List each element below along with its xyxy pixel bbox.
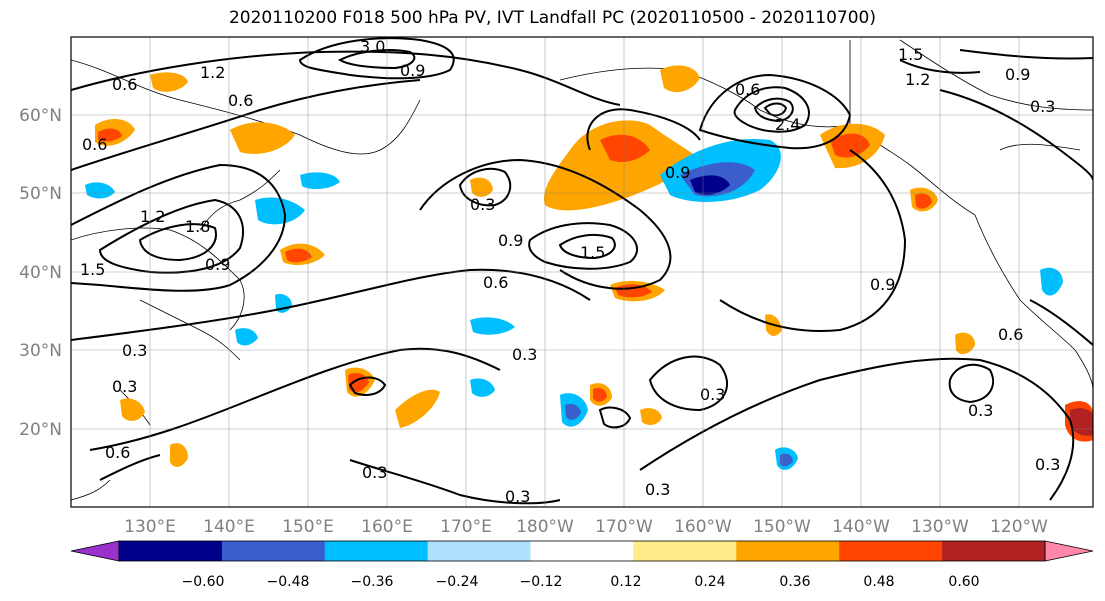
gridlines bbox=[71, 37, 1093, 507]
contour-label: 0.3 bbox=[1035, 455, 1060, 474]
map-title: 2020110200 F018 500 hPa PV, IVT Landfall… bbox=[228, 8, 876, 28]
contour-label: 0.3 bbox=[968, 401, 993, 420]
lat-label: 60°N bbox=[19, 106, 62, 126]
contour-label: 0.3 bbox=[122, 341, 147, 360]
contour-label: 1.8 bbox=[185, 217, 210, 236]
contour-label: 1.2 bbox=[140, 207, 165, 226]
colorbar-segment bbox=[839, 541, 943, 561]
colorbar-segment bbox=[530, 541, 634, 561]
lon-label: 130°W bbox=[911, 517, 969, 537]
lon-label: 140°W bbox=[832, 517, 890, 537]
colorbar-segment bbox=[221, 541, 326, 561]
contour-label: 0.9 bbox=[400, 61, 425, 80]
colorbar-tick-label: 0.60 bbox=[948, 574, 979, 590]
contour-label: 0.6 bbox=[112, 75, 137, 94]
lat-label: 40°N bbox=[19, 263, 62, 283]
contour-label: 1.5 bbox=[580, 243, 605, 262]
lon-label: 170°E bbox=[440, 517, 492, 537]
contour-label: 0.9 bbox=[1005, 65, 1030, 84]
colorbar-tick-label: −0.60 bbox=[182, 574, 225, 590]
contour-label: 0.6 bbox=[105, 443, 130, 462]
colorbar-segment bbox=[324, 541, 429, 561]
colorbar-tick-labels: −0.60 −0.48 −0.36 −0.24 −0.12 0.12 0.24 … bbox=[182, 574, 980, 590]
contour-label: 0.3 bbox=[470, 195, 495, 214]
colorbar-tick-label: 0.24 bbox=[694, 574, 725, 590]
contour-label: 0.9 bbox=[870, 275, 895, 294]
contour-label: 0.6 bbox=[998, 325, 1023, 344]
lon-label: 180°W bbox=[516, 517, 574, 537]
colorbar-tick-label: 0.48 bbox=[863, 574, 894, 590]
map-frame bbox=[70, 36, 1094, 508]
pv-anomaly-fill bbox=[85, 65, 1093, 470]
pv-contours bbox=[71, 37, 1093, 505]
colorbar bbox=[70, 540, 1094, 562]
contour-label: 2.4 bbox=[775, 115, 800, 134]
latitude-labels: 60°N 50°N 40°N 30°N 20°N bbox=[19, 106, 62, 440]
lat-label: 20°N bbox=[19, 420, 62, 440]
contour-label: 1.5 bbox=[80, 260, 105, 279]
colorbar-tick-label: −0.48 bbox=[267, 574, 310, 590]
colorbar-segment bbox=[736, 541, 840, 561]
contour-label: 0.6 bbox=[735, 80, 760, 99]
contour-label: 0.3 bbox=[1030, 97, 1055, 116]
colorbar-tick-label: −0.12 bbox=[520, 574, 563, 590]
colorbar-tick-label: −0.36 bbox=[351, 574, 394, 590]
lon-label: 160°W bbox=[674, 517, 732, 537]
colorbar-tick-label: 0.36 bbox=[779, 574, 810, 590]
lon-label: 160°E bbox=[361, 517, 413, 537]
lon-label: 170°W bbox=[595, 517, 653, 537]
lon-label: 120°W bbox=[990, 517, 1048, 537]
lat-label: 30°N bbox=[19, 341, 62, 361]
contour-label: 0.3 bbox=[700, 385, 725, 404]
map-panel: 0.6 0.6 1.2 3.0 0.9 0.6 1.8 1.2 1.5 0.9 … bbox=[71, 37, 1093, 507]
contour-label: 0.6 bbox=[228, 91, 253, 110]
contour-label: 1.5 bbox=[898, 45, 923, 64]
contour-label: 0.3 bbox=[512, 345, 537, 364]
contour-label: 0.3 bbox=[362, 463, 387, 482]
colorbar-segment bbox=[633, 541, 737, 561]
colorbar-segment bbox=[119, 541, 223, 561]
lon-label: 140°E bbox=[203, 517, 255, 537]
contour-labels: 0.6 0.6 1.2 3.0 0.9 0.6 1.8 1.2 1.5 0.9 … bbox=[80, 37, 1060, 506]
lat-label: 50°N bbox=[19, 184, 62, 204]
colorbar-tick-label: −0.24 bbox=[436, 574, 479, 590]
lon-label: 150°W bbox=[753, 517, 811, 537]
longitude-labels: 130°E 140°E 150°E 160°E 170°E 180°W 170°… bbox=[124, 517, 1048, 537]
colorbar-extend-high bbox=[1044, 540, 1094, 562]
lon-label: 130°E bbox=[124, 517, 176, 537]
colorbar-tick-label: 0.12 bbox=[610, 574, 641, 590]
colorbar-segment bbox=[942, 541, 1046, 561]
contour-label: 1.2 bbox=[905, 70, 930, 89]
contour-label: 0.6 bbox=[483, 273, 508, 292]
contour-label: 0.6 bbox=[82, 135, 107, 154]
contour-label: 0.3 bbox=[645, 480, 670, 499]
colorbar-segment bbox=[427, 541, 532, 561]
contour-label: 0.3 bbox=[505, 487, 530, 506]
contour-label: 0.9 bbox=[498, 231, 523, 250]
contour-label: 0.9 bbox=[205, 255, 230, 274]
contour-label: 3.0 bbox=[360, 37, 385, 56]
contour-label: 1.2 bbox=[200, 63, 225, 82]
contour-label: 0.3 bbox=[112, 377, 137, 396]
lon-label: 150°E bbox=[282, 517, 334, 537]
colorbar-frame bbox=[118, 540, 1046, 562]
contour-label: 0.9 bbox=[665, 163, 690, 182]
colorbar-extend-low bbox=[70, 540, 120, 562]
